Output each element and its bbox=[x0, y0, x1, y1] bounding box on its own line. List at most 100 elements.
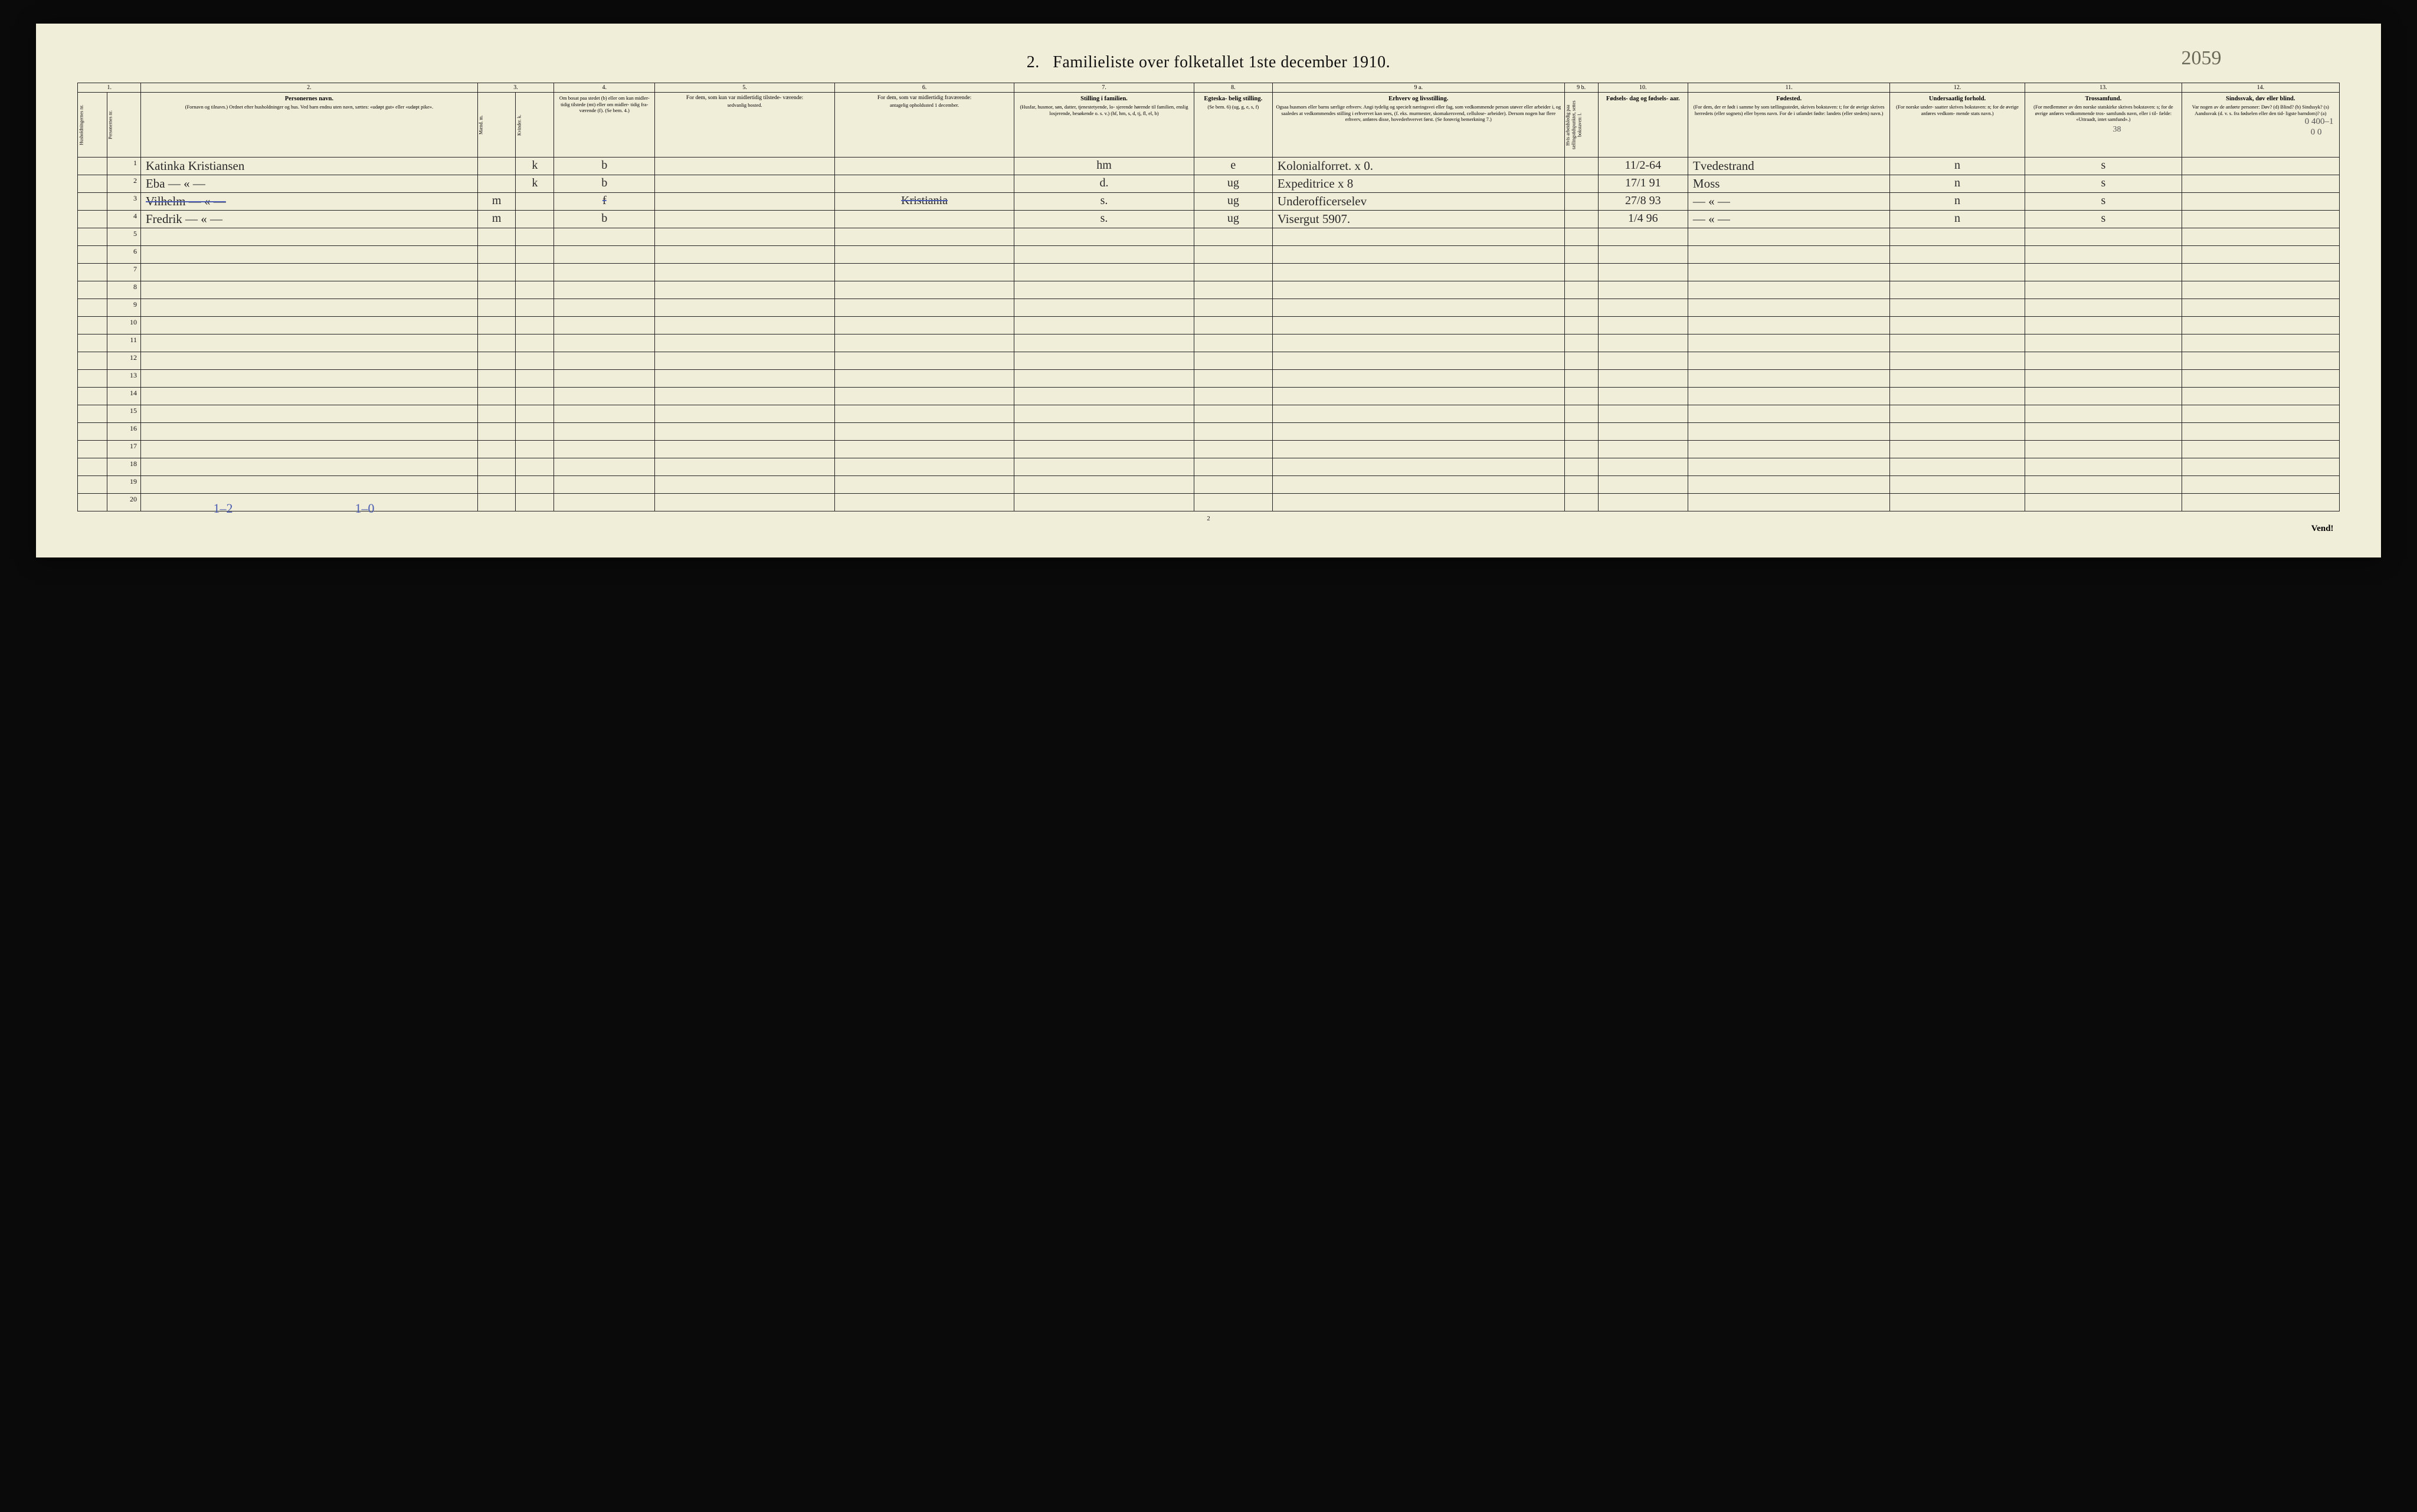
cell-empty bbox=[834, 352, 1014, 370]
cell-empty bbox=[1272, 299, 1564, 317]
cell-empty bbox=[1688, 458, 1889, 476]
cell-household-nr bbox=[78, 388, 107, 405]
cell-empty bbox=[655, 494, 834, 511]
hdr-name-title: Personernes navn. bbox=[143, 95, 475, 103]
cell-household-nr bbox=[78, 281, 107, 299]
cell-empty bbox=[477, 299, 516, 317]
table-row-empty: 15 bbox=[78, 405, 2339, 423]
cell-empty bbox=[834, 299, 1014, 317]
cell-empty bbox=[554, 228, 655, 246]
cell-empty bbox=[477, 370, 516, 388]
cell-unemployed bbox=[1564, 211, 1598, 228]
cell-religion: s bbox=[2025, 158, 2182, 175]
cell-person-nr: 13 bbox=[107, 370, 140, 388]
cell-empty bbox=[2182, 317, 2339, 334]
cell-empty bbox=[834, 281, 1014, 299]
colnum: 6. bbox=[834, 83, 1014, 93]
cell-disability bbox=[2182, 158, 2339, 175]
cell-empty bbox=[655, 423, 834, 441]
cell-empty bbox=[2025, 405, 2182, 423]
cell-empty bbox=[834, 317, 1014, 334]
cell-empty bbox=[2025, 388, 2182, 405]
cell-household-nr bbox=[78, 211, 107, 228]
cell-empty bbox=[554, 370, 655, 388]
cell-marital: ug bbox=[1194, 175, 1272, 193]
margin-note-38: 38 bbox=[2113, 125, 2121, 135]
cell-empty bbox=[1890, 476, 2025, 494]
table-row-empty: 7 bbox=[78, 264, 2339, 281]
cell-empty bbox=[1890, 246, 2025, 264]
cell-empty bbox=[1272, 264, 1564, 281]
cell-birthdate: 11/2-64 bbox=[1598, 158, 1688, 175]
colnum: 14. bbox=[2182, 83, 2339, 93]
hdr-occupation-sub: Ogsaa husmors eller barns særlige erhver… bbox=[1275, 104, 1562, 123]
cell-empty bbox=[655, 458, 834, 476]
hdr-religion: Trossamfund. (For medlemmer av den norsk… bbox=[2025, 93, 2182, 158]
cell-empty bbox=[516, 228, 554, 246]
cell-empty bbox=[834, 246, 1014, 264]
cell-empty bbox=[1688, 299, 1889, 317]
cell-empty bbox=[1272, 228, 1564, 246]
cell-empty bbox=[1014, 476, 1194, 494]
cell-name: Fredrik — « — bbox=[140, 211, 477, 228]
cell-empty bbox=[1598, 388, 1688, 405]
cell-person-nr: 14 bbox=[107, 388, 140, 405]
cell-empty bbox=[140, 405, 477, 423]
table-row: 1Katinka KristiansenkbhmeKolonialforret.… bbox=[78, 158, 2339, 175]
cell-empty bbox=[140, 388, 477, 405]
cell-family-pos: s. bbox=[1014, 211, 1194, 228]
table-row-empty: 20 bbox=[78, 494, 2339, 511]
cell-empty bbox=[1194, 264, 1272, 281]
cell-empty bbox=[554, 246, 655, 264]
cell-person-nr: 5 bbox=[107, 228, 140, 246]
cell-empty bbox=[1890, 281, 2025, 299]
cell-empty bbox=[834, 264, 1014, 281]
cell-person-nr: 3 bbox=[107, 193, 140, 211]
cell-occupation: Kolonialforret. x 0. bbox=[1272, 158, 1564, 175]
cell-person-nr: 16 bbox=[107, 423, 140, 441]
cell-empty bbox=[516, 334, 554, 352]
cell-empty bbox=[2025, 317, 2182, 334]
cell-empty bbox=[1014, 334, 1194, 352]
cell-marital: ug bbox=[1194, 211, 1272, 228]
cell-empty bbox=[140, 246, 477, 264]
cell-empty bbox=[1688, 317, 1889, 334]
hdr-disability-title: Sindssvak, døv eller blind. bbox=[2185, 95, 2336, 103]
cell-empty bbox=[2025, 246, 2182, 264]
hdr-sex-k: Kvinder. k. bbox=[516, 93, 554, 158]
cell-empty bbox=[2025, 264, 2182, 281]
cell-empty bbox=[1890, 352, 2025, 370]
cell-empty bbox=[1564, 494, 1598, 511]
cell-family-pos: d. bbox=[1014, 175, 1194, 193]
colnum: 4. bbox=[554, 83, 655, 93]
cell-empty bbox=[477, 228, 516, 246]
table-row: 4Fredrik — « —mbs.ugVisergut 5907.1/4 96… bbox=[78, 211, 2339, 228]
cell-empty bbox=[516, 352, 554, 370]
cell-household-nr bbox=[78, 317, 107, 334]
cell-empty bbox=[834, 441, 1014, 458]
cell-empty bbox=[1194, 352, 1272, 370]
cell-person-nr: 9 bbox=[107, 299, 140, 317]
cell-household-nr bbox=[78, 334, 107, 352]
cell-residence: b bbox=[554, 175, 655, 193]
cell-empty bbox=[1890, 228, 2025, 246]
table-row-empty: 10 bbox=[78, 317, 2339, 334]
cell-empty bbox=[1564, 388, 1598, 405]
cell-empty bbox=[1598, 441, 1688, 458]
cell-marital: ug bbox=[1194, 193, 1272, 211]
cell-empty bbox=[554, 264, 655, 281]
cell-empty bbox=[516, 476, 554, 494]
hdr-unemployed: Hvis arbeidsledig paa tællingstidspunkte… bbox=[1564, 93, 1598, 158]
cell-empty bbox=[1890, 317, 2025, 334]
cell-empty bbox=[1564, 476, 1598, 494]
cell-empty bbox=[2182, 299, 2339, 317]
cell-empty bbox=[140, 476, 477, 494]
cell-empty bbox=[2025, 334, 2182, 352]
cell-empty bbox=[554, 476, 655, 494]
hdr-name-sub: (Fornavn og tilnavn.) Ordnet efter husho… bbox=[143, 104, 475, 110]
cell-empty bbox=[477, 405, 516, 423]
cell-person-nr: 15 bbox=[107, 405, 140, 423]
blue-annotation-left: 1–2 bbox=[213, 501, 232, 516]
cell-empty bbox=[1014, 352, 1194, 370]
cell-empty bbox=[655, 352, 834, 370]
